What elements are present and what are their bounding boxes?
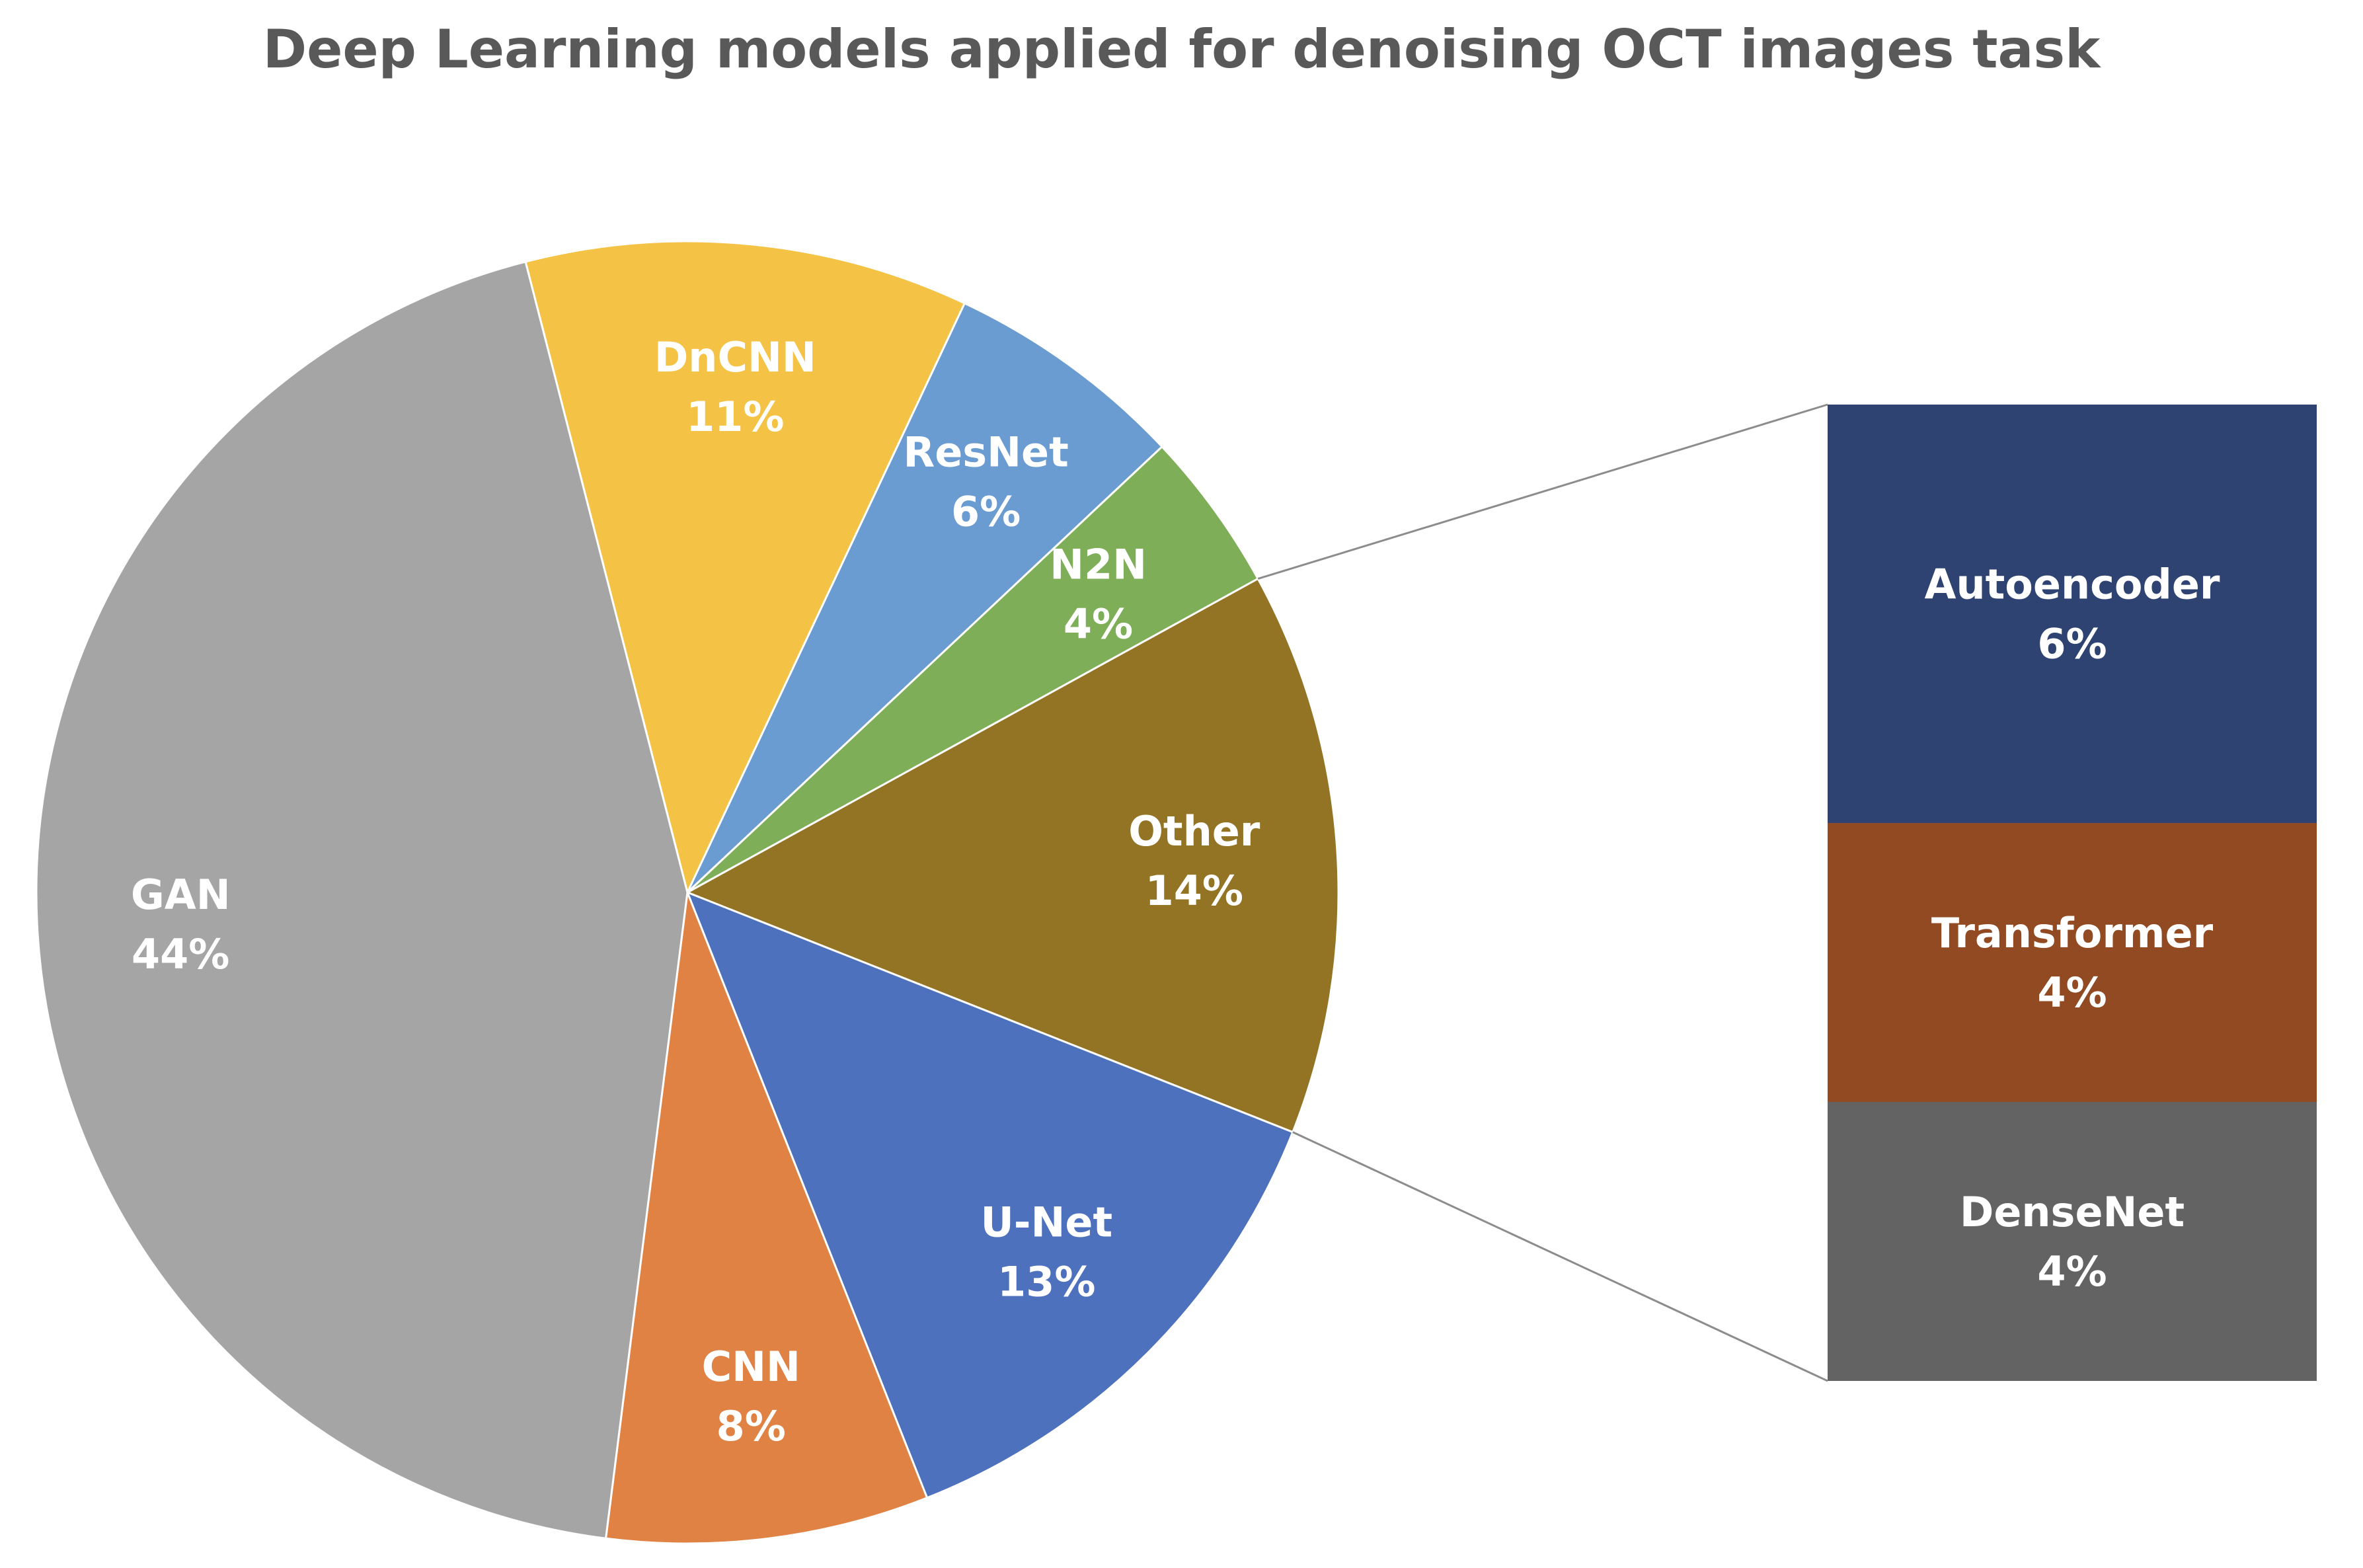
connector-line-bottom [1292, 1131, 1828, 1382]
pie-slice-cnn [604, 892, 929, 1545]
slice-label-dncnn: DnCNN 11% [654, 333, 816, 441]
pie-slice-gan [35, 260, 689, 1540]
breakout-segment-transformer [1828, 823, 2317, 1102]
pie-slice-u-net [685, 890, 1294, 1499]
pie-slice-other [685, 577, 1340, 1134]
slice-label-cnn: CNN 8% [702, 1343, 800, 1450]
breakout-label-densenet: DenseNet 4% [1960, 1188, 2185, 1296]
breakout-label-autoencoder: Autoencoder 6% [1925, 561, 2220, 668]
breakout-label-transformer: Transformer 4% [1931, 909, 2214, 1017]
breakout-segment-autoencoder [1828, 405, 2317, 823]
pie-slice-dncnn [524, 240, 966, 896]
chart-title: Deep Learning models applied for denoisi… [262, 19, 2101, 80]
slice-label-other: Other 14% [1128, 807, 1260, 915]
slice-label-u-net: U-Net 13% [980, 1198, 1112, 1306]
connector-line-top [1257, 403, 1828, 580]
pie-slice-n2n [686, 445, 1260, 894]
slice-label-resnet: ResNet 6% [903, 428, 1068, 535]
slice-label-gan: GAN 44% [131, 871, 231, 978]
breakout-segment-densenet [1828, 1102, 2317, 1381]
breakout-bar [1828, 405, 2317, 1381]
pie-slices [35, 240, 1340, 1545]
slice-label-n2n: N2N 4% [1050, 540, 1147, 648]
slice-labels: DnCNN 11% ResNet 6%N2N 4% Other 14% U-Net 13% CNN… [131, 333, 2220, 1450]
pie-slice-resnet [686, 301, 1164, 894]
breakout-connectors [1257, 403, 1828, 1382]
